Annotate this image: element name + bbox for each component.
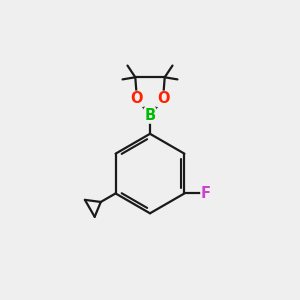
Text: O: O	[131, 91, 143, 106]
Text: F: F	[201, 186, 211, 201]
Text: O: O	[157, 91, 169, 106]
Text: B: B	[144, 108, 156, 123]
